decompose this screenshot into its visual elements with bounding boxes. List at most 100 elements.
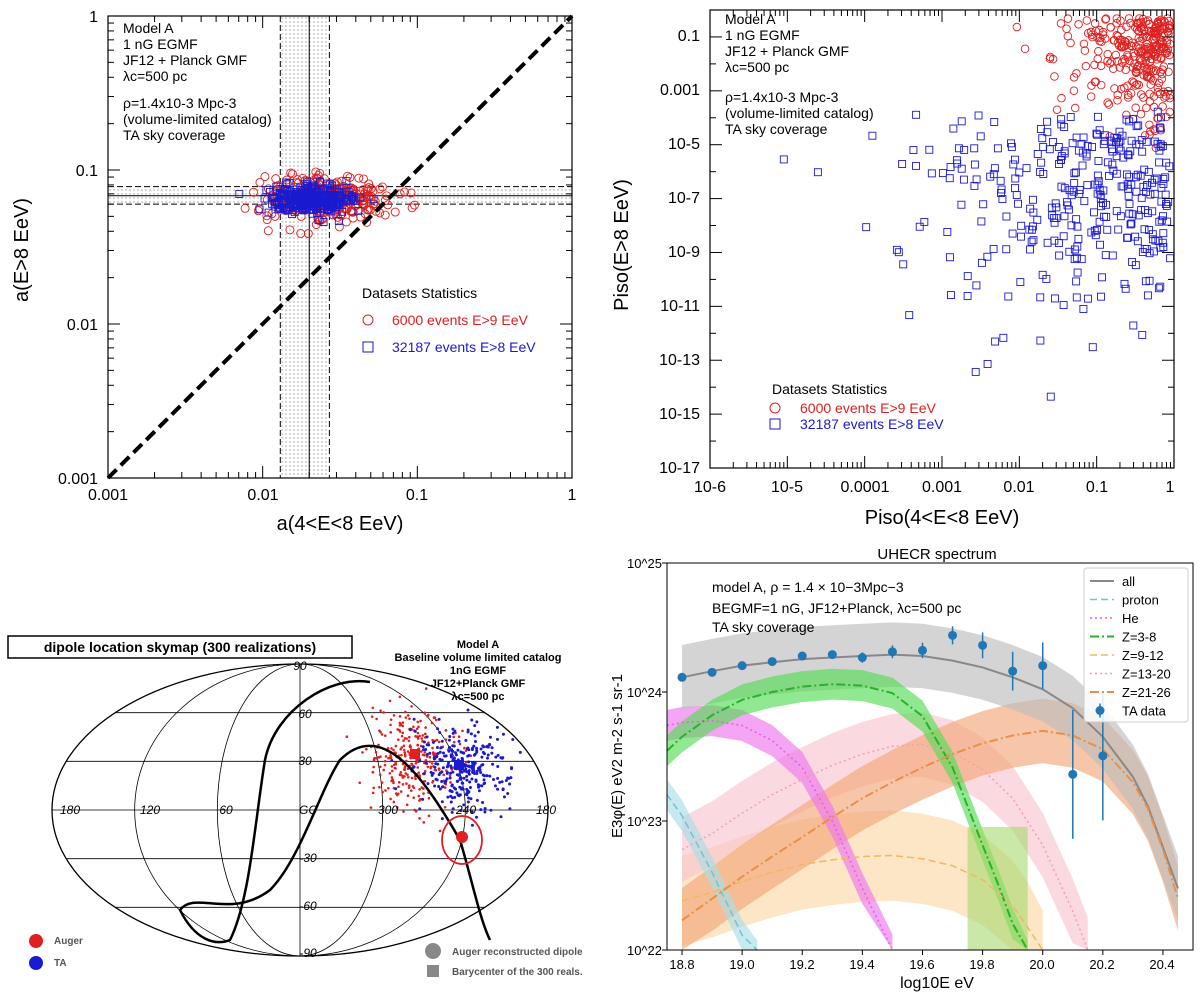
legend-square-marker xyxy=(362,341,374,353)
red-point xyxy=(347,207,357,217)
red-point xyxy=(1122,110,1131,120)
ta-realization xyxy=(453,729,457,733)
red-point xyxy=(240,203,250,213)
blue-point xyxy=(1083,181,1092,190)
ta-realization xyxy=(462,776,466,780)
blue-point xyxy=(1033,215,1042,224)
auger-realization xyxy=(404,759,408,763)
auger-realization xyxy=(407,786,411,789)
red-point xyxy=(1062,24,1071,34)
ta-realization xyxy=(422,772,426,776)
red-point xyxy=(260,172,270,182)
info-egmf: 1nG EGMF xyxy=(450,665,507,677)
auger-realization xyxy=(390,769,394,773)
ta-realization xyxy=(475,750,479,754)
auger-realization xyxy=(416,737,420,740)
red-point xyxy=(1069,73,1079,82)
lon-label-180-left: 180 xyxy=(60,803,80,817)
blue-point xyxy=(1155,123,1164,132)
blue-point xyxy=(1119,182,1128,191)
auger-realization xyxy=(406,775,410,779)
blue-point xyxy=(1157,183,1166,192)
red-point xyxy=(375,184,385,194)
red-point xyxy=(1132,18,1141,28)
auger-realization xyxy=(413,808,417,812)
line-proton xyxy=(666,794,758,951)
ta-realization xyxy=(424,761,428,765)
blue-point xyxy=(1011,184,1019,193)
legend-box xyxy=(1083,567,1189,723)
blue-point xyxy=(1161,190,1170,199)
auger-realization xyxy=(444,738,448,741)
blue-point xyxy=(1096,194,1105,203)
blue-point xyxy=(1131,232,1140,241)
blue-point xyxy=(1156,142,1165,151)
blue-point xyxy=(1108,147,1117,156)
blue-point xyxy=(1102,213,1111,221)
blue-point xyxy=(1043,117,1052,126)
ta-realization xyxy=(457,773,461,777)
ta-realization xyxy=(421,797,425,801)
annot-model: Model A xyxy=(123,20,174,36)
blue-point xyxy=(325,205,333,213)
blue-point xyxy=(1114,225,1123,234)
ta-realization xyxy=(509,776,513,780)
blue-point xyxy=(1093,112,1102,121)
red-point xyxy=(1082,16,1092,25)
blue-point xyxy=(272,186,281,195)
ta-realization xyxy=(495,737,499,741)
blue-point xyxy=(344,187,353,196)
red-point xyxy=(1096,61,1106,71)
blue-point xyxy=(1117,182,1126,191)
auger-realization xyxy=(412,725,415,729)
blue-point xyxy=(1108,251,1117,260)
auger-realization xyxy=(418,816,421,820)
auger-realization xyxy=(452,740,456,744)
auger-realization xyxy=(463,746,466,750)
auger-realization xyxy=(419,750,423,753)
auger-realization xyxy=(428,760,432,764)
legend-dipole-label: Auger reconstructed dipole xyxy=(452,947,583,958)
blue-point xyxy=(1073,268,1082,277)
red-point xyxy=(1113,90,1123,100)
annot-lambda: λc=500 pc xyxy=(123,68,187,84)
legend-red-label: 6000 events E>9 EeV xyxy=(392,312,528,328)
ta-realization xyxy=(451,770,455,774)
auger-realization xyxy=(417,725,420,729)
blue-point xyxy=(899,260,908,269)
spectrum-annot-coverage: TA sky coverage xyxy=(712,619,815,635)
ta-realization xyxy=(475,769,479,773)
red-point xyxy=(1106,23,1116,32)
panel-uhecr-spectrum: UHECR spectrum 10^25 10^24 10^23 10^22 1… xyxy=(600,540,1200,993)
ta-realization xyxy=(471,746,475,750)
red-point xyxy=(1094,47,1103,56)
blue-point xyxy=(1122,115,1131,124)
blue-point xyxy=(1038,270,1047,279)
ta-realization xyxy=(470,718,474,722)
auger-realization xyxy=(401,783,405,786)
blue-point xyxy=(972,281,981,290)
legend-auger-dot xyxy=(29,934,43,948)
blue-point xyxy=(1125,172,1134,181)
auger-realization xyxy=(379,730,382,734)
auger-realization xyxy=(419,798,422,801)
blue-point xyxy=(1070,179,1079,188)
blue-point xyxy=(1011,174,1020,183)
auger-realization xyxy=(397,781,401,784)
blue-point xyxy=(1157,197,1166,206)
auger-realization xyxy=(437,768,441,771)
ta-realization xyxy=(468,780,472,784)
blue-point xyxy=(1138,147,1147,156)
auger-realization xyxy=(375,757,378,760)
blue-point xyxy=(1127,136,1136,145)
blue-point xyxy=(1145,276,1154,285)
blue-point xyxy=(943,227,952,236)
red-point xyxy=(1069,86,1079,95)
ta-realization xyxy=(451,757,455,761)
ta-realization xyxy=(502,795,506,799)
red-point xyxy=(1103,56,1112,66)
blue-point xyxy=(1138,330,1147,339)
red-point xyxy=(1057,93,1066,103)
ta-realization xyxy=(478,765,482,769)
blue-point xyxy=(1027,237,1036,246)
